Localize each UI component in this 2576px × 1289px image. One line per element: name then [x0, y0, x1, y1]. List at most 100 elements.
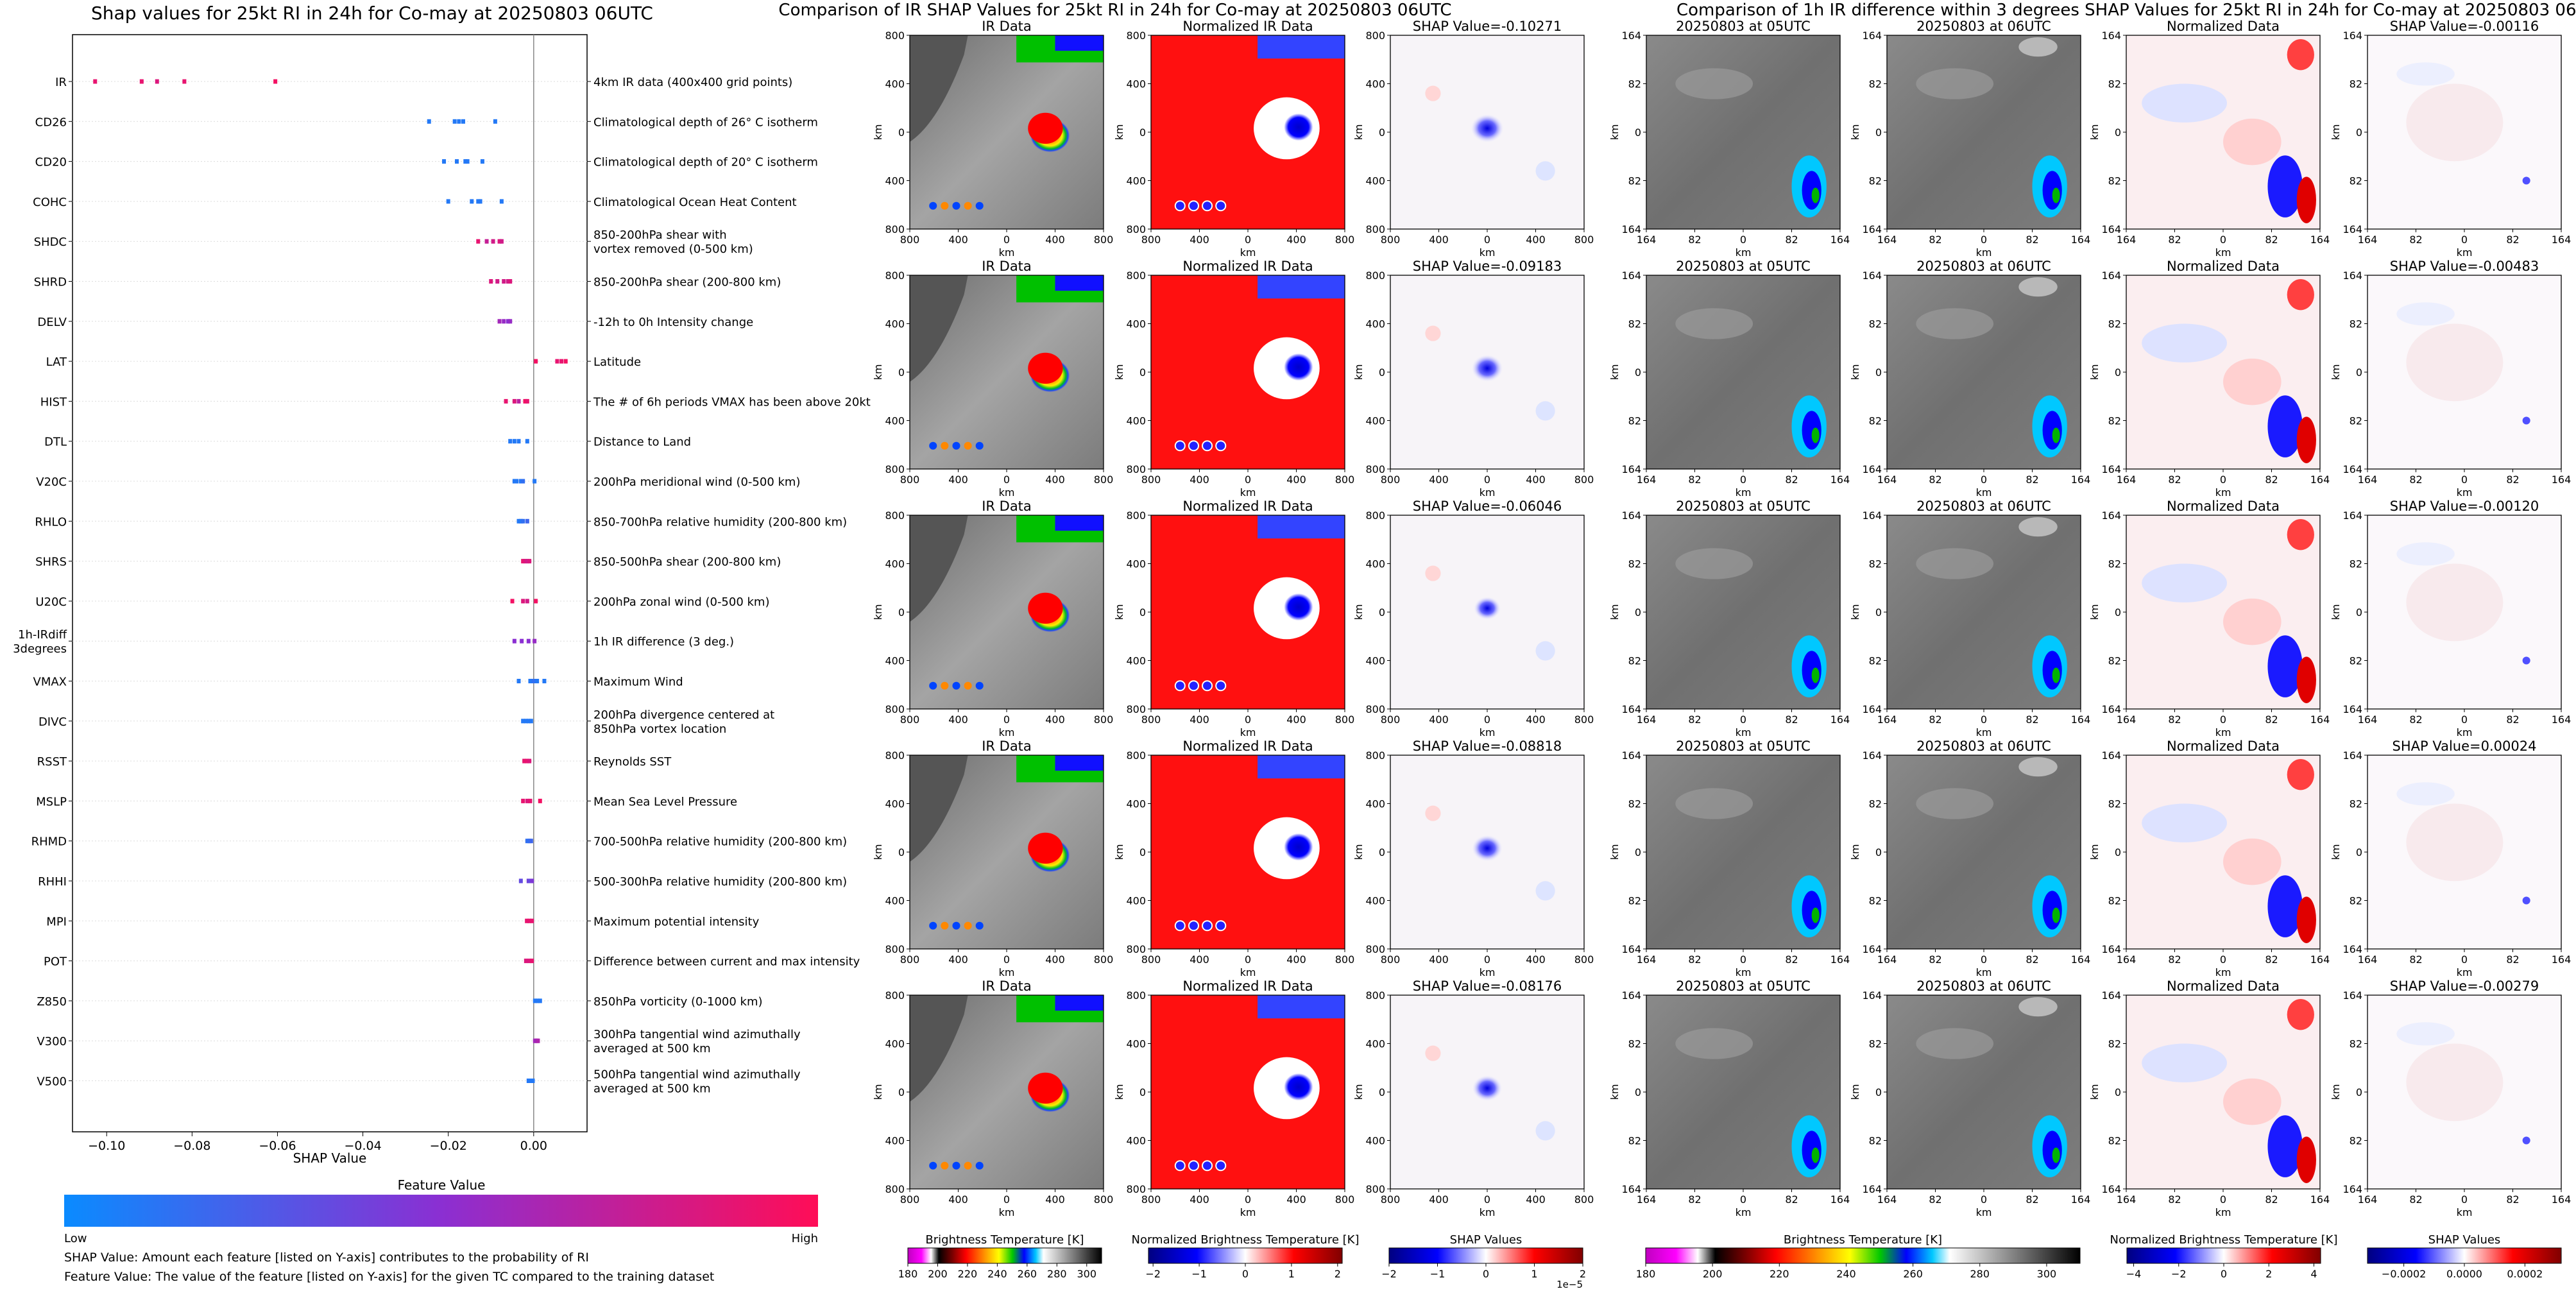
colorbar-tick-label: 300 [1077, 1268, 1096, 1280]
x-tick-label: 82 [2265, 474, 2278, 486]
colorbar-tick-label: −2 [2171, 1268, 2187, 1280]
y-tick-label: 400 [885, 318, 905, 330]
shap-point [512, 638, 516, 644]
x-tick-label: 800 [900, 1193, 920, 1206]
x-axis-label: SHAP Value [293, 1150, 367, 1166]
convection-cell [941, 201, 949, 210]
y-tick-label: 82 [1869, 175, 1882, 187]
shap-point [535, 679, 540, 683]
x-tick-label: 164 [2071, 713, 2091, 726]
x-axis-label: km [999, 1206, 1015, 1218]
norm-cell [1174, 1160, 1186, 1172]
x-tick-label: 0 [1245, 953, 1251, 966]
norm-cell [1188, 1160, 1199, 1172]
shap-point [465, 159, 470, 164]
image-panel: Normalized IR Data8008004004000040040080… [1113, 978, 1354, 1218]
y-axis-label: km [1113, 1084, 1125, 1100]
x-tick-label: 82 [2409, 234, 2422, 246]
x-tick-label: 800 [1141, 474, 1161, 486]
y-tick-label: 800 [1365, 269, 1385, 282]
feature-description: Difference between current and max inten… [593, 955, 860, 969]
x-axis-label: km [2457, 726, 2473, 738]
colorbar-tick-label: −2 [1381, 1268, 1397, 1280]
x-tick-label: 800 [1381, 953, 1401, 966]
y-tick-label: 82 [2108, 318, 2121, 330]
cloud-streak [1916, 548, 1994, 579]
x-tick-label: 0 [1245, 234, 1251, 246]
x-tick-label: 82 [2168, 953, 2181, 966]
y-tick-label: 164 [2342, 703, 2362, 715]
shap-point [555, 359, 559, 364]
feature-description: averaged at 500 km [593, 1082, 711, 1096]
image-colorbars: Brightness Temperature [K]180 200 220 240 26… [898, 1233, 2562, 1289]
y-tick-label: 164 [2101, 269, 2121, 282]
image-panel-grid: IR Data80080040040000400400800800kmkmIR … [872, 19, 2571, 1218]
panel-title: 20250803 at 06UTC [1916, 259, 2051, 274]
y-axis-label: km [1352, 124, 1365, 141]
image-panel: 20250803 at 06UTC1641648282008282164164k… [1849, 259, 2090, 499]
cold-cloud-core [2042, 651, 2062, 690]
colorbar-tick-label: 200 [928, 1268, 948, 1280]
colorbar-tick-label: 1 [1288, 1268, 1295, 1280]
image-panel: SHAP Value=-0.00116164164828200828216416… [2330, 19, 2571, 259]
y-axis-label: km [1849, 124, 1861, 141]
y-tick-label: 82 [1869, 318, 1882, 330]
rnorm-cold-cloud [2267, 395, 2303, 457]
x-tick-label: 0 [1003, 234, 1010, 246]
shap-point [516, 398, 521, 404]
panel-title: SHAP Value=-0.10271 [1413, 19, 1562, 34]
x-tick-label: 0 [2220, 234, 2226, 246]
panel-title: Normalized IR Data [1182, 259, 1313, 274]
y-tick-label: 0 [1139, 846, 1146, 858]
shap-point [525, 559, 529, 564]
colorbar-tick-label: 0 [2221, 1268, 2227, 1280]
x-tick-label: 0 [2220, 474, 2226, 486]
rnorm-red-patch [2223, 358, 2282, 405]
y-tick-label: 0 [2115, 366, 2121, 379]
x-tick-label: 0 [1981, 713, 1987, 726]
panel-title: IR Data [982, 978, 1032, 994]
shap-point [542, 679, 547, 683]
y-tick-label: 800 [1126, 509, 1146, 522]
very-cold-cloud [2052, 427, 2060, 443]
x-tick-label: 0 [1484, 1193, 1490, 1206]
shap-point [495, 279, 500, 284]
convection-cell [964, 1161, 972, 1170]
shap-positive-patch [1425, 805, 1441, 821]
y-axis-label: km [2088, 604, 2101, 620]
panel-title: 20250803 at 05UTC [1676, 259, 1811, 274]
x-tick-label: 800 [1141, 713, 1161, 726]
y-axis-label: km [2330, 844, 2342, 860]
y-tick-label: 0 [2356, 366, 2362, 379]
rnorm-blue-patch [2142, 1043, 2228, 1082]
y-axis-label: km [872, 844, 884, 860]
shap-storm-blob [1447, 814, 1527, 883]
rshap-negative [2396, 542, 2455, 566]
image-panel: 20250803 at 05UTC1641648282008282164164k… [1608, 259, 1850, 499]
feature-label: DIVC [38, 715, 67, 729]
very-cold-cloud [2052, 1147, 2060, 1163]
x-tick-label: 800 [900, 234, 920, 246]
x-axis-label: km [1976, 966, 1992, 978]
convection-cell [975, 201, 984, 210]
image-panel: Normalized Data1641648282008282164164kmk… [2088, 738, 2330, 978]
image-panel: Normalized Data1641648282008282164164kmk… [2088, 19, 2330, 259]
cloud-streak [1675, 308, 1753, 339]
feature-label: MPI [46, 915, 67, 928]
y-tick-label: 82 [1869, 78, 1882, 90]
y-tick-label: 164 [2342, 463, 2362, 475]
norm-storm [1254, 577, 1320, 640]
colorbar-tick-label: 300 [2037, 1268, 2057, 1280]
y-tick-label: 164 [1862, 223, 1882, 235]
x-tick-label: 164 [2310, 713, 2330, 726]
x-tick-label: 82 [2265, 713, 2278, 726]
x-tick-label: 82 [1688, 713, 1701, 726]
feature-label: SHDC [34, 235, 67, 249]
x-tick-label: 164 [1637, 713, 1657, 726]
rnorm-red-patch [2223, 838, 2282, 885]
y-tick-label: 800 [1365, 223, 1385, 235]
x-tick-label: 164 [2358, 713, 2378, 726]
feature-label: Z850 [37, 995, 67, 1009]
feature-labels: IR CD26 CD20 COHC SHDC SHRD DELV LAT HIST DTL V20C… [13, 76, 67, 1089]
rnorm-top-cell [2287, 999, 2314, 1030]
